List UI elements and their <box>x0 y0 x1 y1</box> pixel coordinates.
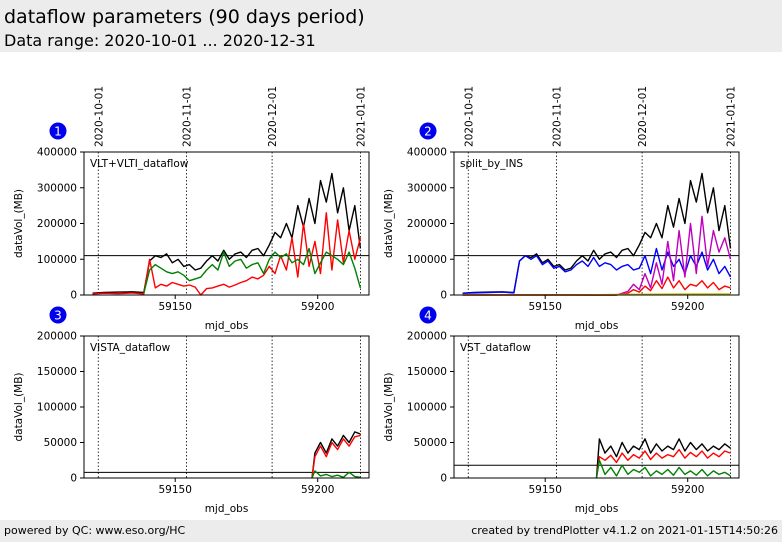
footer-generated: created by trendPlotter v4.1.2 on 2021-0… <box>471 524 778 537</box>
x-axis-label: mjd_obs <box>575 320 619 332</box>
y-axis-label: dataVol_(MB) <box>13 189 25 258</box>
y-tick-label: 150000 <box>37 366 77 378</box>
series-line-black <box>92 172 362 294</box>
y-tick-label: 0 <box>70 290 77 302</box>
series-line-black <box>595 438 731 479</box>
series-line-green <box>143 247 362 294</box>
plot-frame <box>83 151 370 296</box>
header-bar: dataflow parameters (90 days period) Dat… <box>0 0 782 52</box>
panel-number: 4 <box>424 309 432 323</box>
x-tick-label: 59150 <box>528 484 561 496</box>
panel-badge <box>419 306 437 324</box>
x-tick-label: 59150 <box>158 301 191 313</box>
y-tick-label: 100000 <box>37 402 77 414</box>
date-marker-label: 2021-01-01 <box>725 86 737 147</box>
x-axis-label: mjd_obs <box>205 503 249 515</box>
x-tick-label: 59200 <box>301 484 334 496</box>
x-axis-label: mjd_obs <box>575 503 619 515</box>
y-tick-label: 300000 <box>37 182 77 194</box>
y-tick-label: 0 <box>440 290 447 302</box>
y-tick-label: 0 <box>440 473 447 485</box>
y-tick-label: 200000 <box>407 331 447 343</box>
y-tick-label: 50000 <box>44 437 77 449</box>
x-tick-label: 59150 <box>158 484 191 496</box>
x-tick-label: 59200 <box>671 301 704 313</box>
y-tick-label: 400000 <box>37 147 77 159</box>
series-line-red <box>92 212 362 296</box>
date-marker-label: 2020-12-01 <box>267 86 279 147</box>
panel-number: 2 <box>424 125 432 139</box>
page-title: dataflow parameters (90 days period) <box>4 6 365 28</box>
data-range-subtitle: Data range: 2020-10-01 ... 2020-12-31 <box>4 31 316 50</box>
x-tick-label: 59200 <box>301 301 334 313</box>
series-line-red <box>311 434 361 479</box>
series-line-blue <box>462 247 732 294</box>
panel-number: 3 <box>54 309 62 323</box>
y-tick-label: 100000 <box>407 254 447 266</box>
x-tick-label: 59150 <box>528 301 561 313</box>
date-marker-label: 2020-12-01 <box>637 86 649 147</box>
panel-label: VST_dataflow <box>460 342 531 354</box>
panel-label: VISTA_dataflow <box>90 342 171 354</box>
series-line-black <box>462 172 732 294</box>
panel-2: 2020-10-01 2020-11-01 2020-12-01 2021-01-01… <box>383 86 740 332</box>
footer-bar: powered by QC: www.eso.org/HC created by… <box>0 520 782 542</box>
panel-3: 0 50000 100000 150000 200000 59150 59200 mjd_ob… <box>13 306 370 515</box>
y-tick-label: 200000 <box>37 218 77 230</box>
x-tick-label: 59200 <box>671 484 704 496</box>
series-line-red <box>595 448 731 479</box>
y-axis-label: dataVol_(MB) <box>383 189 395 258</box>
date-marker-label: 2020-10-01 <box>93 86 105 147</box>
footer-credit: powered by QC: www.eso.org/HC <box>4 524 186 537</box>
panel-label: VLT+VLTI_dataflow <box>90 158 189 170</box>
y-tick-label: 50000 <box>414 437 447 449</box>
panel-4: 0 50000 100000 150000 200000 59150 59200 mjd_ob… <box>383 306 740 515</box>
y-tick-label: 0 <box>70 473 77 485</box>
panel-badge <box>419 122 437 140</box>
y-tick-label: 200000 <box>37 331 77 343</box>
date-marker-label: 2020-11-01 <box>182 86 194 147</box>
y-tick-label: 400000 <box>407 147 447 159</box>
y-tick-label: 100000 <box>37 254 77 266</box>
series-line-black <box>311 431 361 479</box>
y-axis-label: dataVol_(MB) <box>383 372 395 441</box>
x-axis-label: mjd_obs <box>205 320 249 332</box>
y-axis-label: dataVol_(MB) <box>13 372 25 441</box>
date-marker-label: 2021-01-01 <box>355 86 367 147</box>
series-line-green <box>311 470 361 479</box>
y-tick-label: 200000 <box>407 218 447 230</box>
panel-1: 2020-10-01 2020-11-01 2020-12-01 2021-01-01… <box>13 86 370 332</box>
panel-label: split_by_INS <box>460 158 523 170</box>
y-tick-label: 150000 <box>407 366 447 378</box>
panel-number: 1 <box>54 125 62 139</box>
date-marker-label: 2020-10-01 <box>463 86 475 147</box>
panel-badge <box>49 306 67 324</box>
series-line-green <box>595 459 731 479</box>
panel-badge <box>49 122 67 140</box>
series-line-magenta <box>462 215 732 296</box>
y-tick-label: 300000 <box>407 182 447 194</box>
y-tick-label: 100000 <box>407 402 447 414</box>
date-marker-label: 2020-11-01 <box>552 86 564 147</box>
